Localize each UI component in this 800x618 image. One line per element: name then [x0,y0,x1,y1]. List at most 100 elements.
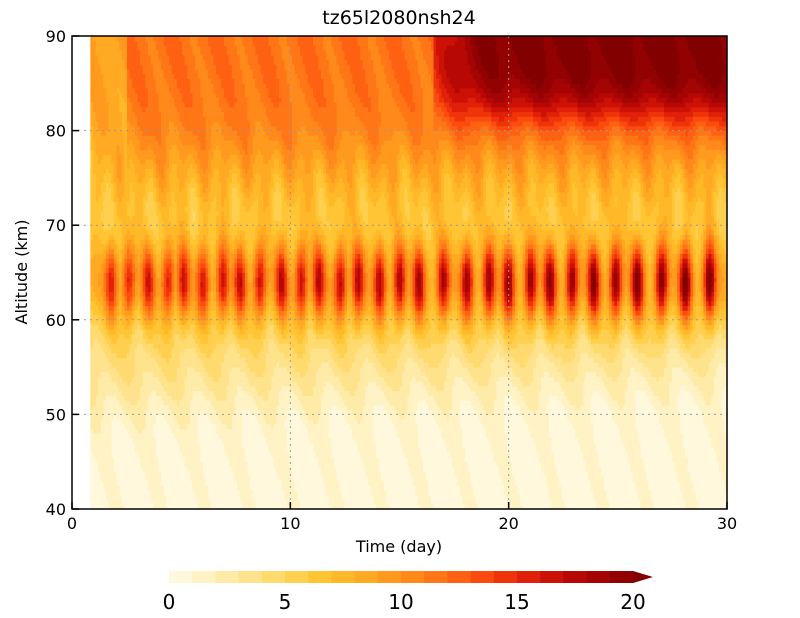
heatmap-cell [116,149,120,155]
heatmap-cell [129,343,133,349]
heatmap-cell [195,456,199,463]
heatmap-cell [213,215,217,221]
heatmap-cell [121,310,125,316]
heatmap-cell [218,404,222,411]
heatmap-cell [171,272,175,278]
heatmap-cell [124,367,128,373]
heatmap-cell [140,319,144,325]
heatmap-cell [127,116,131,122]
heatmap-cell [155,286,159,292]
heatmap-cell [92,300,96,307]
heatmap-cell [116,234,120,240]
heatmap-cell [158,263,162,269]
heatmap-cell [140,125,144,131]
heatmap-cell [111,466,115,472]
heatmap-cell [90,400,94,406]
heatmap-cell [205,83,209,89]
heatmap-cell [218,419,222,425]
heatmap-cell [134,144,138,150]
heatmap-cell [147,248,151,254]
heatmap-cell [163,333,167,340]
heatmap-cell [200,154,204,160]
heatmap-cell [95,220,99,226]
heatmap-cell [145,78,149,84]
heatmap-cell [129,315,133,321]
heatmap-cell [145,386,149,392]
heatmap-cell [129,83,133,89]
heatmap-cell [145,461,149,467]
heatmap-cell [161,69,165,75]
heatmap-cell [111,428,115,434]
heatmap-cell [137,215,141,221]
heatmap-cell [166,59,170,65]
heatmap-cell [208,83,212,89]
heatmap-cell [218,168,222,174]
heatmap-cell [200,130,204,136]
heatmap-cell [113,154,117,160]
heatmap-cell [213,45,217,51]
heatmap-cell [145,400,149,406]
heatmap-cell [92,45,96,51]
heatmap-cell [111,300,115,307]
heatmap-cell [150,253,154,259]
heatmap-cell [124,144,128,150]
heatmap-cell [197,135,201,141]
heatmap-cell [95,97,99,103]
heatmap-cell [179,106,183,113]
heatmap-cell [147,225,151,231]
heatmap-cell [210,140,214,146]
heatmap-cell [184,182,188,188]
heatmap-cell [100,315,104,321]
plot-area [71,35,728,510]
heatmap-cell [155,423,159,429]
heatmap-cell [132,158,136,165]
heatmap-cell [108,291,112,297]
heatmap-cell [171,253,175,259]
heatmap-cell [111,315,115,321]
heatmap-cell [92,333,96,340]
heatmap-cell [192,177,196,184]
heatmap-cell [218,267,222,273]
heatmap-cell [203,400,207,406]
heatmap-cell [92,461,96,467]
heatmap-cell [121,386,125,392]
heatmap-cell [161,286,165,292]
heatmap-cell [213,461,217,467]
heatmap-cell [174,348,178,354]
heatmap-cell [189,494,193,500]
heatmap-cell [95,466,99,472]
heatmap-cell [137,480,141,486]
heatmap-cell [134,253,138,259]
heatmap-cell [98,376,102,382]
heatmap-cell [179,414,183,420]
heatmap-cell [189,305,193,311]
heatmap-cell [213,471,217,477]
heatmap-cell [124,390,128,396]
heatmap-cell [119,201,123,207]
heatmap-cell [124,490,128,496]
heatmap-cell [203,125,207,131]
heatmap-cell [161,187,165,193]
heatmap-cell [171,300,175,307]
heatmap-cell [111,135,115,141]
heatmap-cell [189,456,193,463]
heatmap-cell [147,50,151,56]
heatmap-cell [179,452,183,458]
heatmap-cell [106,447,110,453]
heatmap-cell [155,144,159,150]
heatmap-cell [163,59,167,65]
heatmap-cell [153,433,157,439]
heatmap-cell [111,177,115,184]
heatmap-cell [163,40,167,46]
heatmap-cell [127,352,131,359]
heatmap-cell [103,438,107,444]
heatmap-cell [116,471,120,477]
heatmap-cell [153,140,157,146]
heatmap-cell [92,277,96,283]
heatmap-cell [145,485,149,491]
heatmap-cell [95,168,99,174]
heatmap-cell [98,499,102,505]
heatmap-cell [187,386,191,392]
heatmap-cell [208,315,212,321]
heatmap-cell [203,485,207,491]
